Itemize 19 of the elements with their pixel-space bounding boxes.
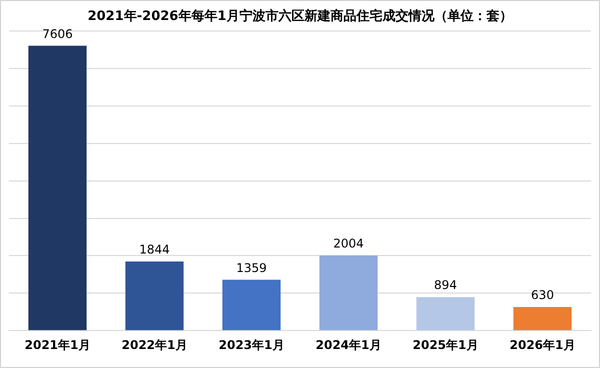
data-label: 630 (531, 288, 554, 302)
data-label: 2004 (333, 236, 364, 251)
data-label: 1844 (139, 242, 170, 257)
x-tick-label: 2024年1月 (316, 338, 382, 352)
x-tick-label: 2023年1月 (218, 338, 284, 352)
bar (125, 262, 184, 330)
x-tick-label: 2022年1月 (122, 338, 188, 352)
x-tick-label: 2025年1月 (412, 338, 478, 352)
bar (416, 297, 475, 330)
chart-title: 2021年-2026年每年1月宁波市六区新建商品住宅成交情况（单位：套） (86, 8, 514, 25)
data-label: 1359 (236, 260, 267, 275)
data-label: 894 (434, 278, 457, 292)
bar (222, 280, 281, 330)
bar (319, 256, 378, 330)
bar (513, 307, 572, 330)
x-tick-label: 2021年1月 (24, 338, 90, 352)
bar (28, 46, 87, 330)
data-label: 7606 (42, 26, 73, 41)
x-tick-label: 2026年1月 (510, 338, 576, 352)
